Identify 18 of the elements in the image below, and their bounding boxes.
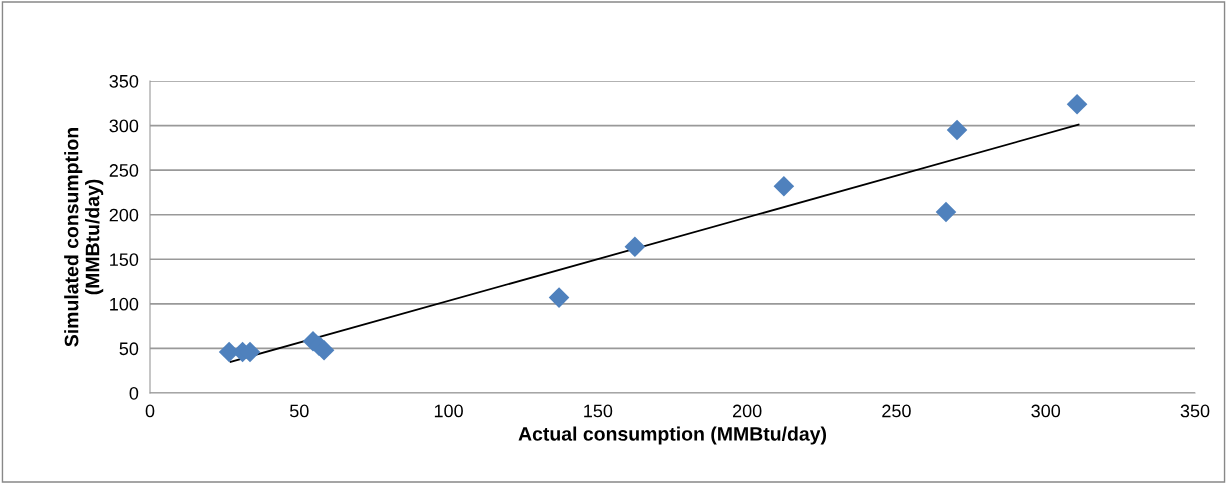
x-tick-label: 0 bbox=[145, 404, 155, 418]
x-tick-label: 100 bbox=[434, 404, 463, 418]
x-tick-label: 200 bbox=[732, 404, 762, 418]
x-tick-label: 250 bbox=[882, 404, 911, 418]
y-tick-label: 250 bbox=[109, 164, 139, 177]
y-tick-label: 50 bbox=[119, 342, 139, 356]
x-tick-label: 350 bbox=[1180, 404, 1210, 418]
x-axis-title: Actual consumption (MMBtu/day) bbox=[518, 426, 827, 445]
x-tick-label: 150 bbox=[584, 404, 613, 418]
y-tick-label: 150 bbox=[110, 253, 139, 267]
y-tick-label: 0 bbox=[129, 386, 139, 400]
y-tick-label: 300 bbox=[109, 119, 139, 133]
x-tick-label: 50 bbox=[289, 404, 309, 418]
y-tick-label: 200 bbox=[109, 208, 139, 222]
x-tick-label: 300 bbox=[1031, 404, 1061, 418]
y-tick-label: 100 bbox=[110, 297, 139, 311]
y-tick-label: 350 bbox=[109, 74, 139, 88]
y-axis-title: Simulated consumption (MMBtu/day) bbox=[64, 128, 104, 347]
